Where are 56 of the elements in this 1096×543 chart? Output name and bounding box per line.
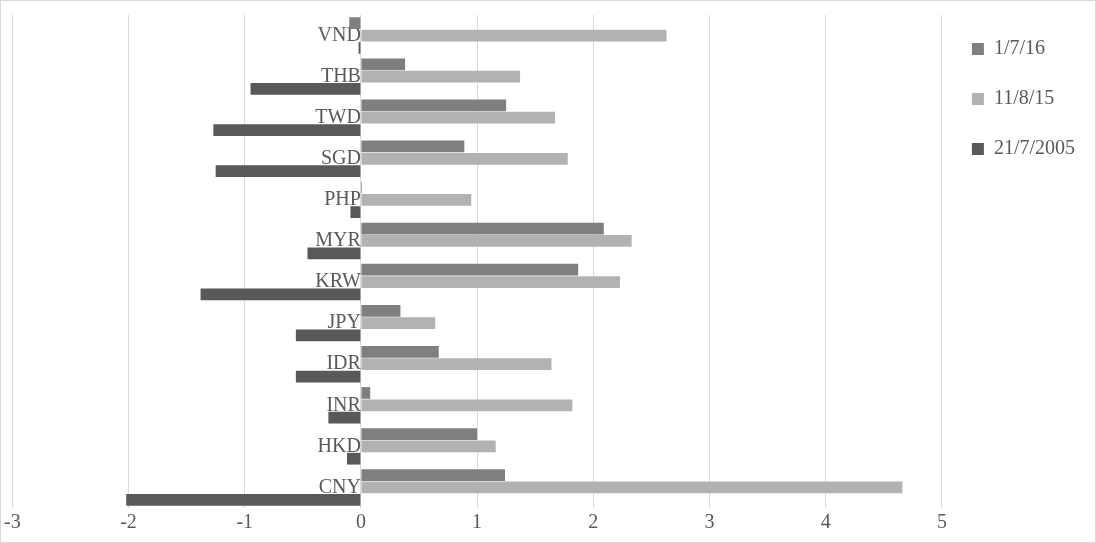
y-tick-label: HKD <box>317 433 361 456</box>
bar <box>361 263 579 276</box>
bar <box>215 165 361 177</box>
bar <box>361 29 667 42</box>
legend-label: 1/7/16 <box>993 36 1046 59</box>
bar <box>361 399 573 412</box>
bar <box>200 288 361 301</box>
bar <box>361 304 401 317</box>
bar <box>361 346 439 358</box>
bar <box>361 276 621 288</box>
y-tick-label: TWD <box>315 104 361 127</box>
x-tick-label: -1 <box>236 510 254 533</box>
bar <box>361 152 568 165</box>
x-tick-label: 5 <box>936 510 947 533</box>
bar <box>295 329 361 342</box>
bar <box>295 370 361 383</box>
bar <box>346 452 361 465</box>
bar <box>361 99 507 112</box>
x-tick-label: 1 <box>472 510 483 533</box>
bar <box>350 206 361 219</box>
bar <box>361 111 555 124</box>
bar <box>307 247 361 260</box>
bar <box>361 194 472 206</box>
bar <box>361 428 478 440</box>
bar <box>361 440 496 453</box>
bar <box>126 493 361 506</box>
y-tick-label: IDR <box>326 351 362 374</box>
x-tick-label: 0 <box>355 510 366 533</box>
legend-label: 21/7/2005 <box>993 136 1076 159</box>
x-tick-label: 2 <box>588 510 599 533</box>
bar <box>361 58 406 71</box>
y-tick-label: PHP <box>324 187 361 210</box>
y-tick-label: KRW <box>315 269 362 292</box>
x-tick-label: -2 <box>120 510 137 533</box>
bar <box>361 387 371 399</box>
bar <box>361 358 552 371</box>
bar <box>213 124 361 136</box>
bar <box>361 481 903 494</box>
x-tick-label: -3 <box>3 510 21 533</box>
bar <box>361 222 604 235</box>
bar <box>328 411 361 424</box>
bar <box>361 469 505 481</box>
bar <box>361 235 632 247</box>
y-tick-label: CNY <box>318 474 361 497</box>
y-tick-label: SGD <box>320 146 361 169</box>
x-tick-label: 3 <box>704 510 715 533</box>
bar <box>361 70 521 83</box>
bar <box>361 140 465 153</box>
x-tick-label: 4 <box>820 510 831 533</box>
y-tick-label: JPY <box>327 310 361 333</box>
y-tick-label: THB <box>320 63 361 86</box>
legend-label: 11/8/15 <box>993 86 1055 109</box>
bar <box>361 317 436 329</box>
bar <box>250 83 361 95</box>
y-tick-label: INR <box>326 392 362 415</box>
y-tick-label: MYR <box>315 228 362 251</box>
